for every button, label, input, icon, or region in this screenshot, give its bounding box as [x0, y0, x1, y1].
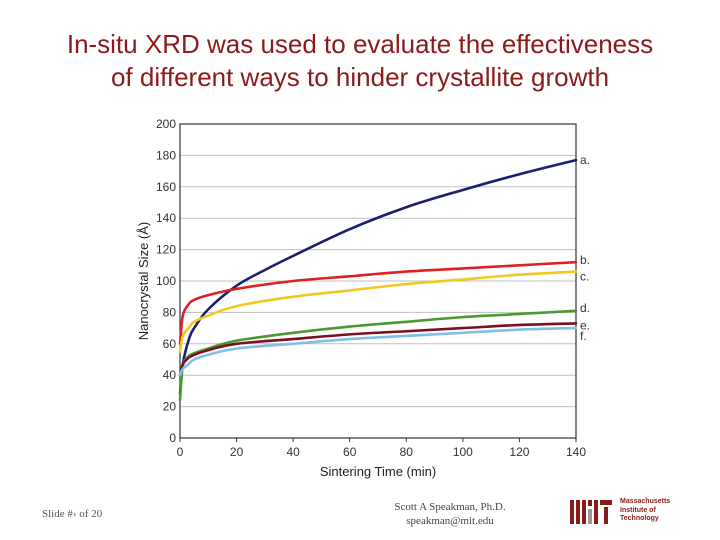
logo-line3: Technology — [620, 515, 659, 522]
logo-line2: Institute of — [620, 506, 656, 514]
x-tick-label: 140 — [566, 445, 586, 459]
y-tick-label: 120 — [156, 243, 176, 257]
y-axis-label: Nanocrystal Size (Å) — [136, 222, 151, 340]
x-axis-label: Sintering Time (min) — [320, 464, 436, 479]
y-tick-label: 0 — [169, 431, 176, 445]
series-label-a: a. — [580, 153, 590, 167]
y-tick-label: 20 — [163, 400, 177, 414]
slide-title-line2: of different ways to hinder crystallite … — [110, 62, 610, 92]
series-line-c — [178, 270, 578, 353]
slide-title: In-situ XRD was used to evaluate the eff… — [0, 28, 720, 94]
series-label-f: f. — [580, 329, 587, 343]
series-label-d: d. — [580, 301, 590, 315]
y-tick-label: 100 — [156, 274, 176, 288]
author-name: Scott A Speakman, Ph.D. — [394, 501, 506, 513]
footer-credit: Scott A Speakman, Ph.D. speakman@mit.edu — [360, 500, 540, 528]
author-email: speakman@mit.edu — [406, 515, 494, 527]
x-tick-label: 20 — [230, 445, 244, 459]
y-tick-label: 200 — [156, 117, 176, 131]
series-label-e: e. — [580, 318, 590, 332]
y-tick-label: 140 — [156, 211, 176, 225]
mit-logo: Massachusetts Institute of Technology — [570, 498, 685, 526]
slide-number: Slide #› of 20 — [42, 508, 103, 520]
y-tick-label: 60 — [163, 337, 177, 351]
x-tick-label: 0 — [177, 445, 184, 459]
y-tick-label: 40 — [163, 368, 177, 382]
logo-line1: Massachusetts — [620, 498, 671, 505]
series-line-a — [178, 158, 578, 396]
y-tick-label: 180 — [156, 148, 176, 162]
series-line-f — [178, 326, 578, 377]
slide-title-line1: In-situ XRD was used to evaluate the eff… — [66, 29, 654, 59]
mit-logo-bars-icon — [570, 500, 612, 524]
x-tick-label: 40 — [286, 445, 300, 459]
x-tick-label: 80 — [400, 445, 414, 459]
series-label-b: b. — [580, 253, 590, 267]
plot-frame — [179, 123, 577, 439]
x-tick-label: 120 — [509, 445, 529, 459]
y-tick-label: 80 — [163, 305, 177, 319]
x-tick-label: 100 — [453, 445, 473, 459]
y-tick-label: 160 — [156, 180, 176, 194]
x-tick-label: 60 — [343, 445, 357, 459]
series-line-b — [178, 260, 578, 346]
series-label-c: c. — [580, 270, 589, 284]
nanocrystal-size-chart: 0 20 40 60 80 100 120 140 160 180 200 0 20 40 60 80 100 1… — [136, 117, 590, 479]
mit-logo-text: Massachusetts Institute of Technology — [620, 498, 670, 524]
series-line-e — [178, 322, 578, 377]
